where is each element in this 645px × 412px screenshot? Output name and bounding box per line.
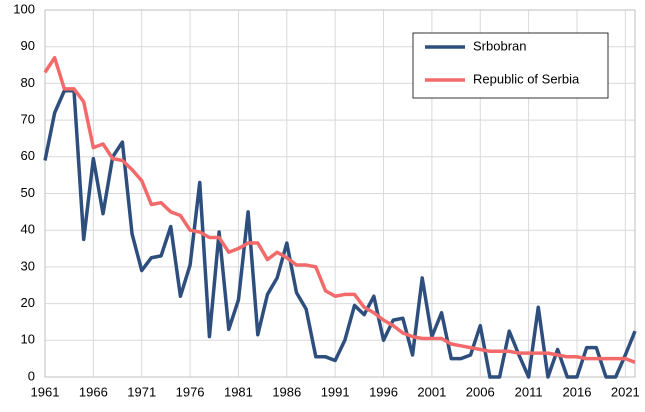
y-tick-label: 100 [13,1,35,16]
y-tick-label: 20 [21,295,35,310]
legend-box [412,32,609,99]
y-tick-label: 40 [21,222,35,237]
series-line [43,55,636,364]
y-tick-label: 80 [21,75,35,90]
x-tick-label: 1976 [176,384,205,399]
legend-label: Republic of Serbia [473,71,580,86]
series-line [43,88,637,379]
x-tick-label: 1961 [31,384,60,399]
legend-label: Srbobran [473,38,526,53]
y-tick-label: 60 [21,148,35,163]
x-tick-label: 1981 [224,384,253,399]
x-tick-label: 2001 [417,384,446,399]
x-tick-label: 1966 [79,384,108,399]
y-tick-label: 0 [28,368,35,383]
x-tick-label: 2011 [515,384,543,399]
y-tick-label: 10 [21,332,35,347]
plot-frame [44,9,636,378]
y-tick-label: 30 [21,258,35,273]
x-tick-label: 2016 [563,384,592,399]
y-tick-label: 90 [21,38,35,53]
x-tick-label: 2006 [466,384,495,399]
x-tick-label: 1996 [369,384,398,399]
x-tick-label: 2021 [611,384,640,399]
y-tick-label: 70 [21,112,35,127]
y-tick-label: 50 [21,185,35,200]
x-tick-label: 1991 [321,384,350,399]
x-tick-label: 1986 [272,384,301,399]
x-tick-label: 1971 [127,384,156,399]
